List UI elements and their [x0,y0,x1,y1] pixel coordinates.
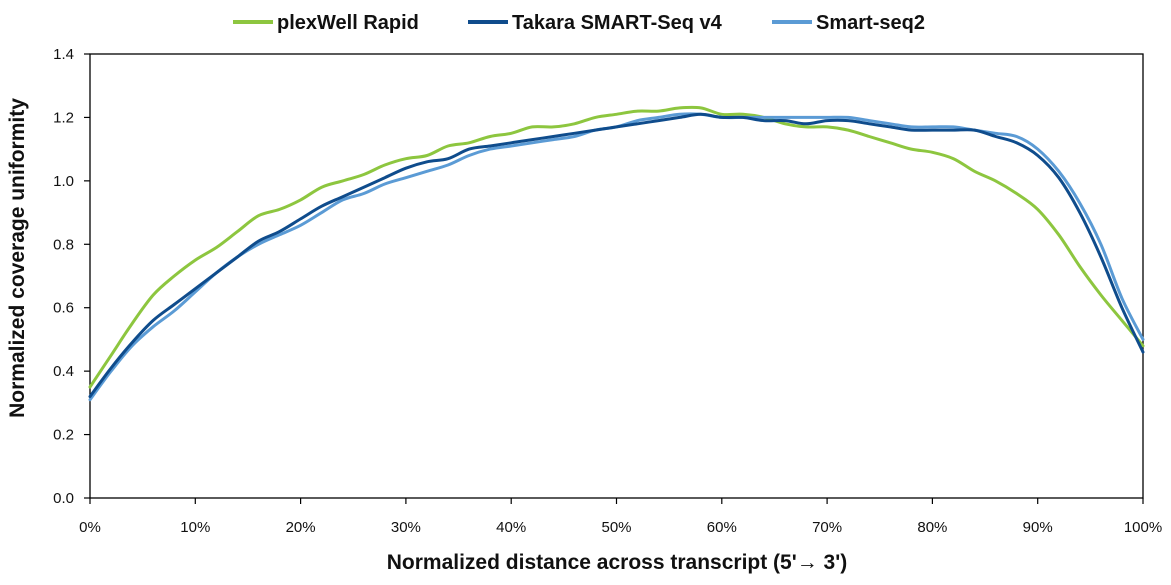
legend-label: Smart-seq2 [816,12,925,34]
series-line-takara-smart-seq-v4 [88,112,1145,398]
x-axis: 0% 10% 20% 30% 40% 50% 60% 70% 80% 90% 100% [79,498,1162,536]
plot-border [89,53,1144,499]
x-tick-label: 100% [1124,519,1162,536]
x-tick-label: 90% [1023,519,1053,536]
series-layer [88,105,1145,402]
y-axis: 0.0 0.2 0.4 0.6 0.8 1.0 1.2 1.4 [53,46,90,507]
y-tick-label: 1.4 [53,46,74,63]
legend-item-takara-smart-seq-v4: Takara SMART-Seq v4 [468,12,723,34]
legend-label: plexWell Rapid [277,12,419,34]
y-tick-label: 0.2 [53,427,74,444]
y-tick-label: 0.8 [53,236,74,253]
legend: plexWell Rapid Takara SMART-Seq v4 Smart-s… [233,12,925,34]
x-tick-label: 30% [391,519,421,536]
x-tick-label: 60% [707,519,737,536]
series-line-smart-seq2 [88,112,1145,402]
y-axis-title: Normalized coverage uniformity [6,98,29,418]
legend-item-smart-seq2: Smart-seq2 [772,12,925,34]
x-tick-label: 20% [286,519,316,536]
x-tick-label: 40% [496,519,526,536]
x-tick-label: 70% [812,519,842,536]
x-tick-label: 50% [601,519,631,536]
x-tick-label: 10% [180,519,210,536]
legend-item-plexwell-rapid: plexWell Rapid [233,12,419,34]
y-tick-label: 0.4 [53,363,74,380]
legend-label: Takara SMART-Seq v4 [512,12,723,34]
x-tick-label: 0% [79,519,101,536]
y-tick-label: 1.0 [53,173,74,190]
y-tick-label: 0.0 [53,490,74,507]
y-tick-label: 0.6 [53,300,74,317]
x-tick-label: 80% [917,519,947,536]
y-tick-label: 1.2 [53,109,74,126]
plot-area [89,53,1144,499]
x-axis-title: Normalized distance across transcript (5… [387,551,847,574]
series-line-plexwell-rapid [88,105,1145,389]
